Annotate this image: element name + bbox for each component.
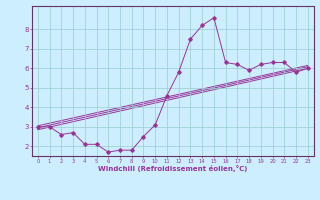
X-axis label: Windchill (Refroidissement éolien,°C): Windchill (Refroidissement éolien,°C) <box>98 165 247 172</box>
